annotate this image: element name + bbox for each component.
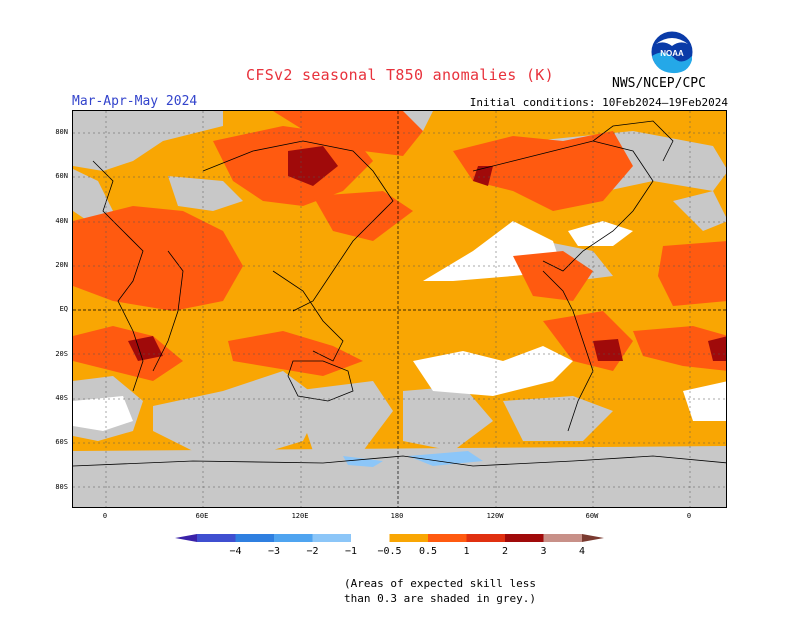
colorbar-tick-label: 3 [540,546,547,557]
colorbar-segment [197,534,236,542]
colorbar-segment [389,534,428,542]
initial-conditions-label: Initial conditions: 10Feb2024–19Feb2024 [469,96,728,109]
colorbar-tick-label: −0.5 [377,546,402,557]
colorbar-tick-label: −1 [344,546,358,557]
graticule [73,111,726,507]
colorbar-tick-label: 1 [463,546,470,557]
lat-label-80n: 80N [55,128,68,136]
coastlines [73,120,726,467]
lat-label-eq: EQ [59,305,68,313]
lat-label-60n: 60N [55,172,68,180]
lon-label-0: 0 [102,512,108,520]
colorbar-segment [235,534,274,542]
colorbar-segment [312,534,351,542]
lon-label-120e: 120E [291,512,309,520]
colorbar-arrow-right [582,534,604,542]
colorbar-tick-label: −2 [306,546,319,557]
colorbar-tick-label: 2 [501,546,509,557]
lon-label-180: 180 [390,512,404,520]
lon-label-60e: 60E [195,512,209,520]
lon-label-120w: 120W [486,512,504,520]
skill-note: (Areas of expected skill less than 0.3 a… [330,576,550,606]
light-blue-negative-area [343,451,483,467]
colorbar-tick-label: 4 [578,546,586,557]
colorbar-arrow-left [175,534,197,542]
colorbar [175,530,627,550]
colorbar-segment [466,534,505,542]
agency-label: NWS/NCEP/CPC [612,76,706,91]
colorbar-segment [274,534,313,542]
lon-label-0-east: 0 [686,512,692,520]
lat-label-40n: 40N [55,217,68,225]
lon-label-60w: 60W [585,512,599,520]
colorbar-segment [505,534,544,542]
noaa-logo: NOAA [650,30,694,78]
colorbar-tick-label: −4 [229,546,242,557]
lat-label-20n: 20N [55,261,68,269]
colorbar-tick-label: −3 [267,546,281,557]
lat-label-60s: 60S [55,438,68,446]
lat-label-80s: 80S [55,483,68,491]
noaa-logo-text: NOAA [660,49,684,58]
colorbar-segment [351,534,390,542]
red-positive-areas [73,111,726,381]
colorbar-segment [428,534,467,542]
skill-note-line-2: than 0.3 are shaded in grey.) [343,592,537,605]
colorbar-tick-label: 0.5 [418,546,438,557]
season-label: Mar-Apr-May 2024 [72,94,198,109]
colorbar-segment [543,534,582,542]
map-title: CFSv2 seasonal T850 anomalies (K) [246,66,554,84]
lat-label-20s: 20S [55,350,68,358]
skill-note-line-1: (Areas of expected skill less [343,577,537,590]
lat-label-40s: 40S [55,394,68,402]
anomaly-map [72,110,727,508]
